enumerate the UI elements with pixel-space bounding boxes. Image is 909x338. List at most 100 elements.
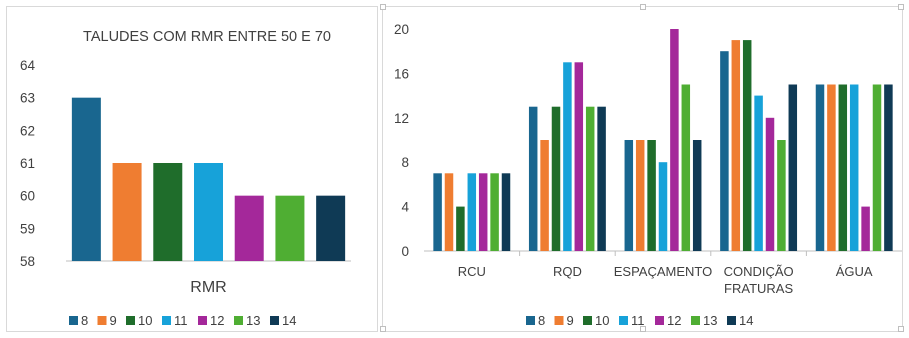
- bar-espaçamento-series-9: [635, 140, 645, 251]
- bar-espaçamento-series-14: [692, 140, 702, 251]
- parameters-chart-svg: 0 4 8 12 16 20 RCU RQD ESPAÇAMENTO CONDIÇÃO FRATUR…: [394, 22, 902, 328]
- chart-title: TALUDES COM RMR ENTRE 50 E 70: [83, 29, 331, 45]
- legend-swatch-10: [583, 316, 592, 325]
- bar-series-13: [275, 195, 305, 261]
- legend-swatch-8: [526, 316, 535, 325]
- bar-água-series-14: [884, 84, 893, 251]
- legend-label-10: 10: [138, 313, 152, 328]
- x-category-label: RCU: [458, 264, 486, 279]
- x-category-label: ÁGUA: [836, 264, 873, 279]
- selection-handle[interactable]: [898, 4, 904, 10]
- bar-água-series-10: [838, 84, 848, 251]
- legend-label-11: 11: [631, 313, 645, 328]
- x-category-label: RMR: [190, 279, 226, 296]
- bar-rcu-series-8: [433, 173, 442, 251]
- selection-handle[interactable]: [380, 326, 386, 332]
- bar-series-10: [153, 163, 183, 261]
- bar-rcu-series-10: [456, 206, 465, 251]
- y-tick-label: 58: [20, 254, 35, 269]
- rmr-chart-svg: TALUDES COM RMR ENTRE 50 E 70 58 59 60 61 62…: [20, 29, 351, 328]
- bar-espaçamento-series-8: [624, 140, 634, 251]
- y-tick-label: 4: [401, 200, 409, 215]
- bar-condição-fraturas-series-14: [788, 84, 798, 251]
- y-tick-label: 0: [401, 244, 409, 259]
- bar-series-14: [316, 195, 346, 261]
- x-category-label: ESPAÇAMENTO: [614, 264, 712, 279]
- y-tick-label: 60: [20, 189, 35, 204]
- legend-label-10: 10: [595, 313, 609, 328]
- legend-swatch-9: [97, 316, 107, 325]
- y-tick-label: 63: [20, 91, 35, 106]
- legend-label-14: 14: [739, 313, 753, 328]
- legend-swatch-13: [234, 316, 243, 325]
- x-category-label: CONDIÇÃO: [724, 264, 794, 279]
- bar-rcu-series-12: [478, 173, 488, 251]
- selection-handle[interactable]: [640, 326, 646, 332]
- x-category-label: RQD: [553, 264, 582, 279]
- bar-series-11: [194, 163, 223, 261]
- bar-rqd-series-12: [574, 62, 584, 251]
- bar-rcu-series-9: [444, 173, 454, 251]
- bar-series-12: [234, 195, 264, 261]
- legend-swatch-12: [655, 316, 664, 325]
- y-tick-label: 16: [394, 66, 409, 81]
- y-tick-label: 12: [394, 111, 409, 126]
- legend-label-13: 13: [703, 313, 717, 328]
- bar-condição-fraturas-series-10: [742, 40, 752, 251]
- legend-label-14: 14: [282, 313, 296, 328]
- chart-panel-rmr: TALUDES COM RMR ENTRE 50 E 70 58 59 60 61 62…: [6, 6, 378, 332]
- y-tick-label: 62: [20, 123, 35, 138]
- legend-swatch-11: [162, 316, 171, 325]
- bar-rcu-series-14: [501, 173, 511, 251]
- bar-condição-fraturas-series-13: [777, 140, 786, 251]
- legend-swatch-14: [727, 316, 736, 325]
- bar-água-series-13: [872, 84, 882, 251]
- bar-condição-fraturas-series-11: [754, 95, 763, 251]
- chart-panel-parameters: 0 4 8 12 16 20 RCU RQD ESPAÇAMENTO CONDIÇÃO FRATUR…: [380, 4, 904, 332]
- legend-swatch-11: [619, 316, 628, 325]
- y-tick-label: 64: [20, 58, 36, 73]
- legend-swatch-13: [691, 316, 700, 325]
- bar-água-series-8: [815, 84, 825, 251]
- bar-rqd-series-14: [597, 106, 606, 251]
- bar-espaçamento-series-10: [647, 140, 656, 251]
- selection-handle[interactable]: [640, 4, 646, 10]
- legend-swatch-9: [554, 316, 564, 325]
- bar-rcu-series-11: [467, 173, 477, 251]
- legend-label-9: 9: [567, 313, 574, 328]
- bar-series-8: [71, 97, 101, 262]
- bar-condição-fraturas-series-12: [765, 117, 775, 251]
- bar-condição-fraturas-series-9: [731, 40, 741, 251]
- bar-espaçamento-series-13: [681, 84, 691, 251]
- y-tick-label: 59: [20, 221, 35, 236]
- bar-rcu-series-13: [490, 173, 499, 251]
- bar-rqd-series-11: [563, 62, 572, 251]
- legend-label-8: 8: [81, 313, 88, 328]
- legend-label-8: 8: [538, 313, 545, 328]
- bar-rqd-series-9: [540, 140, 549, 251]
- bar-series-9: [112, 163, 142, 261]
- selection-handle[interactable]: [898, 326, 904, 332]
- x-category-label: FRATURAS: [724, 281, 793, 296]
- bar-condição-fraturas-series-8: [720, 51, 729, 252]
- legend-swatch-8: [69, 316, 78, 325]
- y-tick-label: 61: [20, 156, 35, 171]
- legend-swatch-12: [198, 316, 207, 325]
- legend-label-9: 9: [110, 313, 117, 328]
- bar-rqd-series-8: [528, 106, 538, 251]
- legend-label-12: 12: [210, 313, 224, 328]
- legend-label-12: 12: [667, 313, 681, 328]
- legend-swatch-14: [270, 316, 279, 325]
- selection-handle[interactable]: [380, 4, 386, 10]
- bar-espaçamento-series-12: [670, 29, 679, 251]
- legend-swatch-10: [126, 316, 135, 325]
- bar-água-series-12: [861, 206, 870, 251]
- bar-espaçamento-series-11: [658, 162, 668, 251]
- y-tick-label: 20: [394, 22, 409, 37]
- bar-água-series-11: [849, 84, 859, 251]
- y-tick-label: 8: [401, 155, 409, 170]
- bar-rqd-series-10: [551, 106, 561, 251]
- legend-label-13: 13: [246, 313, 260, 328]
- bar-água-series-9: [827, 84, 836, 251]
- legend-label-11: 11: [174, 313, 188, 328]
